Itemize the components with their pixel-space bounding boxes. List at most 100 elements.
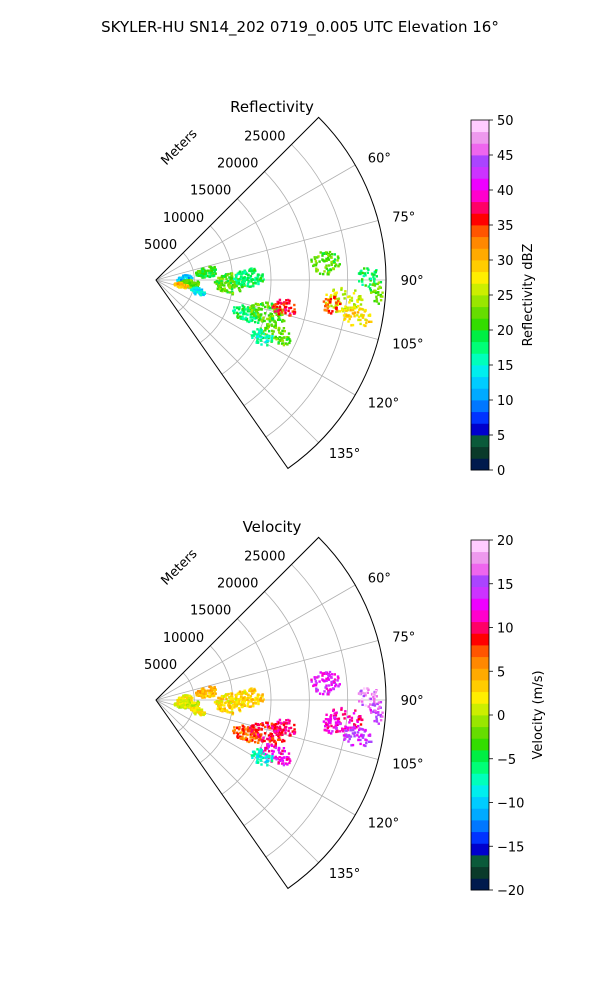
echo-cell <box>372 290 375 294</box>
echo-cell <box>266 744 269 747</box>
echo-cell <box>276 738 280 741</box>
echo-cell <box>218 696 221 700</box>
echo-cell <box>273 740 276 743</box>
echo-cell <box>243 283 246 287</box>
echo-cell <box>209 269 212 272</box>
echo-cell <box>276 309 280 312</box>
echo-cell <box>362 694 365 698</box>
echo-cell <box>186 285 190 288</box>
echo-cell <box>202 690 206 693</box>
echo-cell <box>184 702 187 705</box>
colorbar-tick-label: −5 <box>497 753 516 768</box>
echo-cell <box>263 732 267 735</box>
echo-cell <box>197 273 200 276</box>
colorbar-tick-label: 20 <box>497 324 514 339</box>
echo-cell <box>318 680 321 683</box>
colorbar-segment <box>471 411 489 424</box>
echo-cell <box>184 694 187 697</box>
echo-cell <box>315 682 318 685</box>
echo-cell <box>193 711 196 715</box>
echo-cell <box>274 326 277 330</box>
echo-cell <box>233 282 236 286</box>
echo-cell <box>348 301 351 304</box>
echo-cell <box>233 697 236 701</box>
echo-cell <box>270 324 274 327</box>
echo-cell <box>254 740 257 744</box>
echo-cell <box>255 736 258 739</box>
colorbar-tick-label: 10 <box>497 394 514 409</box>
echo-cell <box>373 719 376 723</box>
echo-cell <box>198 707 201 710</box>
echo-cell <box>268 740 272 743</box>
echo-cell <box>223 707 226 710</box>
azimuth-spoke <box>155 699 356 816</box>
echo-cell <box>252 312 255 316</box>
echo-cell <box>338 730 342 733</box>
echo-cell <box>341 310 345 313</box>
echo-cell <box>335 309 339 312</box>
echo-cell <box>325 713 328 716</box>
echo-cell <box>237 702 240 705</box>
echo-cell <box>327 269 330 272</box>
echo-cell <box>285 305 288 309</box>
echo-cell <box>346 295 350 299</box>
echo-cell <box>218 707 221 711</box>
echo-cell <box>204 274 207 278</box>
echo-cell <box>334 263 338 266</box>
echo-cell <box>358 307 362 310</box>
echo-cell <box>194 711 197 714</box>
echo-cell <box>274 746 277 750</box>
echo-cell <box>196 288 199 292</box>
echo-cell <box>351 743 355 747</box>
echo-cell <box>245 738 248 741</box>
echo-cell <box>246 698 249 701</box>
echo-cell <box>349 315 353 318</box>
echo-cell <box>252 310 255 313</box>
echo-cell <box>230 707 234 711</box>
echo-cell <box>267 314 271 317</box>
echo-cell <box>214 692 217 695</box>
echo-cell <box>259 697 263 700</box>
echo-cell <box>223 709 227 712</box>
echo-cell <box>235 726 239 730</box>
azimuth-spoke <box>155 220 379 281</box>
echo-cell <box>268 317 271 320</box>
echo-cell <box>240 731 243 734</box>
echo-cell <box>359 297 362 300</box>
echo-cell <box>282 728 285 731</box>
echo-cell <box>332 289 335 292</box>
echo-cell <box>266 324 269 327</box>
echo-cell <box>326 306 329 309</box>
echo-cell <box>243 732 246 735</box>
echo-cell <box>267 743 270 746</box>
echo-cell <box>372 276 375 279</box>
echo-cell <box>313 263 316 267</box>
echo-cell <box>225 277 228 281</box>
echo-cell <box>255 341 258 344</box>
echo-cell <box>360 307 363 311</box>
echo-cell <box>365 741 368 745</box>
echo-cell <box>267 323 270 326</box>
echo-cell <box>220 699 223 702</box>
echo-cell <box>372 702 375 706</box>
echo-cell <box>201 695 205 698</box>
echo-cell <box>333 253 336 256</box>
velocity-title: Velocity <box>243 518 302 536</box>
echo-cell <box>250 689 253 693</box>
echo-cell <box>255 316 258 319</box>
echo-cell <box>356 299 359 302</box>
echo-cell <box>285 302 288 305</box>
echo-cell <box>178 286 181 289</box>
echo-cell <box>342 314 346 317</box>
azimuth-spoke <box>155 279 319 443</box>
echo-cell <box>246 278 249 281</box>
echo-cell <box>266 721 269 725</box>
echo-cell <box>328 690 331 694</box>
echo-cell <box>341 728 344 732</box>
echo-cell <box>264 756 267 759</box>
echo-cell <box>364 744 367 748</box>
range-tick-label: 20000 <box>217 157 258 172</box>
echo-cell <box>362 274 365 278</box>
echo-cell <box>252 334 255 337</box>
echo-cell <box>365 321 368 325</box>
